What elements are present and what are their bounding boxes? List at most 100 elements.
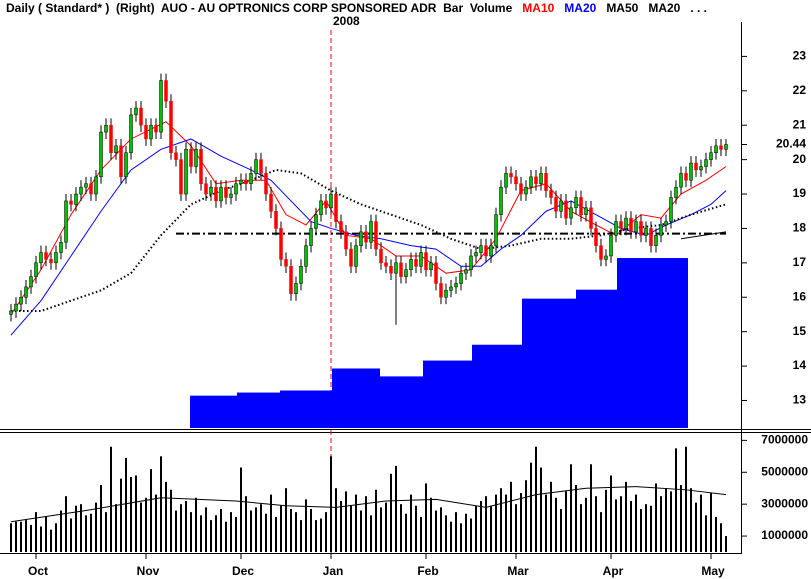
volume-bar — [600, 512, 602, 552]
candle-body — [324, 200, 328, 209]
candle-body — [564, 200, 568, 219]
candle-body — [669, 197, 673, 222]
y-tick-label: 17 — [793, 255, 807, 269]
candle-body — [414, 259, 418, 267]
candle-body — [634, 221, 638, 233]
volume-bar — [680, 485, 682, 552]
price-bar — [190, 395, 237, 428]
candle-body — [54, 252, 58, 264]
volume-bar — [715, 516, 717, 552]
volume-bar — [180, 504, 182, 552]
volume-bar — [80, 504, 82, 552]
volume-bar — [245, 496, 247, 552]
volume-bar — [665, 488, 667, 552]
volume-bar — [410, 494, 412, 552]
volume-bar — [685, 446, 687, 552]
candle-body — [679, 173, 683, 188]
volume-bar — [510, 481, 512, 552]
candle-body — [14, 303, 18, 312]
candle-body — [314, 214, 318, 229]
candle-body — [599, 245, 603, 260]
candle-body — [589, 207, 593, 229]
volume-bar — [165, 481, 167, 552]
volume-bar — [595, 496, 597, 552]
volume-bar — [675, 448, 677, 552]
candle-body — [594, 228, 598, 246]
y-tick-label: 19 — [793, 186, 807, 200]
candle-body — [709, 152, 713, 160]
last-price-label: 20.44 — [776, 137, 806, 151]
candle-body — [654, 235, 658, 246]
volume-bar — [435, 510, 437, 552]
volume-bar — [330, 456, 332, 552]
volume-bar — [485, 496, 487, 552]
candle-body — [699, 166, 703, 171]
candle-body — [144, 124, 148, 140]
volume-bar — [285, 488, 287, 552]
candle-body — [234, 183, 238, 195]
y-tick-label: 18 — [793, 221, 807, 235]
volume-bar — [140, 502, 142, 552]
candle-body — [299, 266, 303, 284]
candle-body — [119, 145, 123, 178]
volume-bar — [465, 513, 467, 552]
y-tick-label: 21 — [793, 117, 807, 131]
volume-bar — [155, 494, 157, 552]
candle-body — [569, 207, 573, 219]
candle-body — [409, 259, 413, 270]
x-tick-label: Apr — [603, 564, 624, 578]
candle-body — [454, 283, 458, 288]
candle-body — [694, 162, 698, 171]
candle-body — [179, 159, 183, 195]
volume-bar — [210, 520, 212, 552]
y-tick-label: 13 — [793, 393, 807, 407]
candle-body — [49, 259, 53, 264]
volume-bar — [110, 446, 112, 552]
volume-bar — [560, 508, 562, 552]
candle-body — [724, 144, 728, 150]
price-bar — [332, 368, 380, 428]
candle-body — [464, 269, 468, 274]
volume-bar — [500, 488, 502, 552]
volume-bar — [335, 488, 337, 552]
volume-bar — [585, 497, 587, 552]
volume-bar — [350, 505, 352, 552]
volume-bar — [610, 475, 612, 552]
volume-bar — [725, 536, 727, 552]
ma-line — [11, 168, 727, 313]
volume-bar — [75, 505, 77, 552]
legend-entry: MA10 — [522, 1, 554, 15]
candle-body — [624, 217, 628, 229]
volume-bar — [700, 494, 702, 552]
volume-bar — [390, 473, 392, 552]
volume-bar — [455, 512, 457, 552]
legend-more: . . . — [690, 1, 707, 15]
candle-body — [24, 286, 28, 298]
price-bar — [576, 289, 617, 428]
candle-body — [529, 176, 533, 188]
candle-body — [639, 221, 643, 236]
volume-bar — [370, 515, 372, 552]
volume-bar — [130, 477, 132, 552]
candle-body — [629, 217, 633, 233]
volume-bar — [220, 508, 222, 552]
volume-bar — [25, 520, 27, 552]
volume-bar — [445, 515, 447, 552]
candle-body — [404, 269, 408, 277]
volume-bar — [375, 489, 377, 552]
candle-body — [74, 193, 78, 205]
volume-bar — [530, 462, 532, 552]
volume-bar — [640, 508, 642, 552]
candle-body — [39, 252, 43, 264]
volume-bar — [385, 502, 387, 552]
volume-bar — [35, 512, 37, 552]
candle-body — [369, 221, 373, 243]
volume-bar — [380, 507, 382, 552]
candle-body — [194, 149, 198, 167]
volume-bar — [405, 513, 407, 552]
volume-bar — [15, 521, 17, 552]
candle-body — [389, 266, 393, 274]
volume-bar — [520, 493, 522, 552]
candle-body — [329, 193, 333, 209]
x-tick-label: Dec — [232, 564, 254, 578]
